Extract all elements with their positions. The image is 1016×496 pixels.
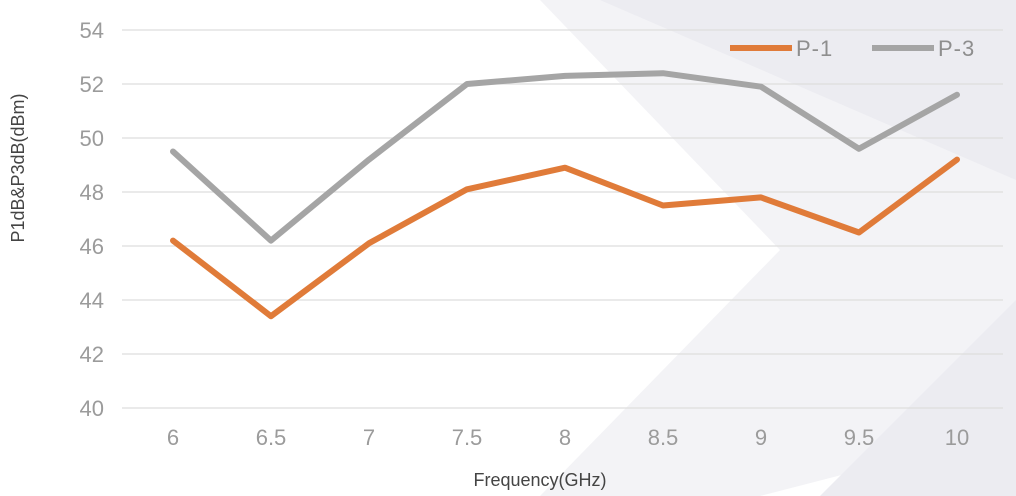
legend-label-p-3: P-3 [938,36,975,61]
gridlines [122,29,1003,409]
y-axis-ticks: 40 42 44 46 48 50 52 54 [80,18,104,421]
y-tick-label: 42 [80,342,104,367]
y-tick-label: 46 [80,234,104,259]
x-tick-label: 10 [945,425,969,450]
x-tick-label: 7 [363,425,375,450]
y-tick-label: 48 [80,180,104,205]
x-tick-label: 9.5 [844,425,875,450]
x-tick-label: 9 [755,425,767,450]
x-tick-label: 6.5 [256,425,287,450]
x-tick-label: 6 [167,425,179,450]
series-line-p-1 [170,156,960,320]
y-tick-label: 52 [80,72,104,97]
legend-label-p-1: P-1 [796,36,833,61]
x-tick-label: 7.5 [452,425,483,450]
x-axis-ticks: 6 6.5 7 7.5 8 8.5 9 9.5 10 [167,425,969,450]
y-tick-label: 50 [80,126,104,151]
y-tick-label: 40 [80,396,104,421]
x-axis-title: Frequency(GHz) [473,470,606,490]
legend: P-1 P-3 [730,36,975,61]
y-tick-label: 54 [80,18,104,43]
x-tick-label: 8 [559,425,571,450]
y-tick-label: 44 [80,288,104,313]
y-axis-title: P1dB&P3dB(dBm) [8,93,28,242]
series-line-p-3 [170,70,960,244]
x-tick-label: 8.5 [648,425,679,450]
series-lines [170,70,960,320]
